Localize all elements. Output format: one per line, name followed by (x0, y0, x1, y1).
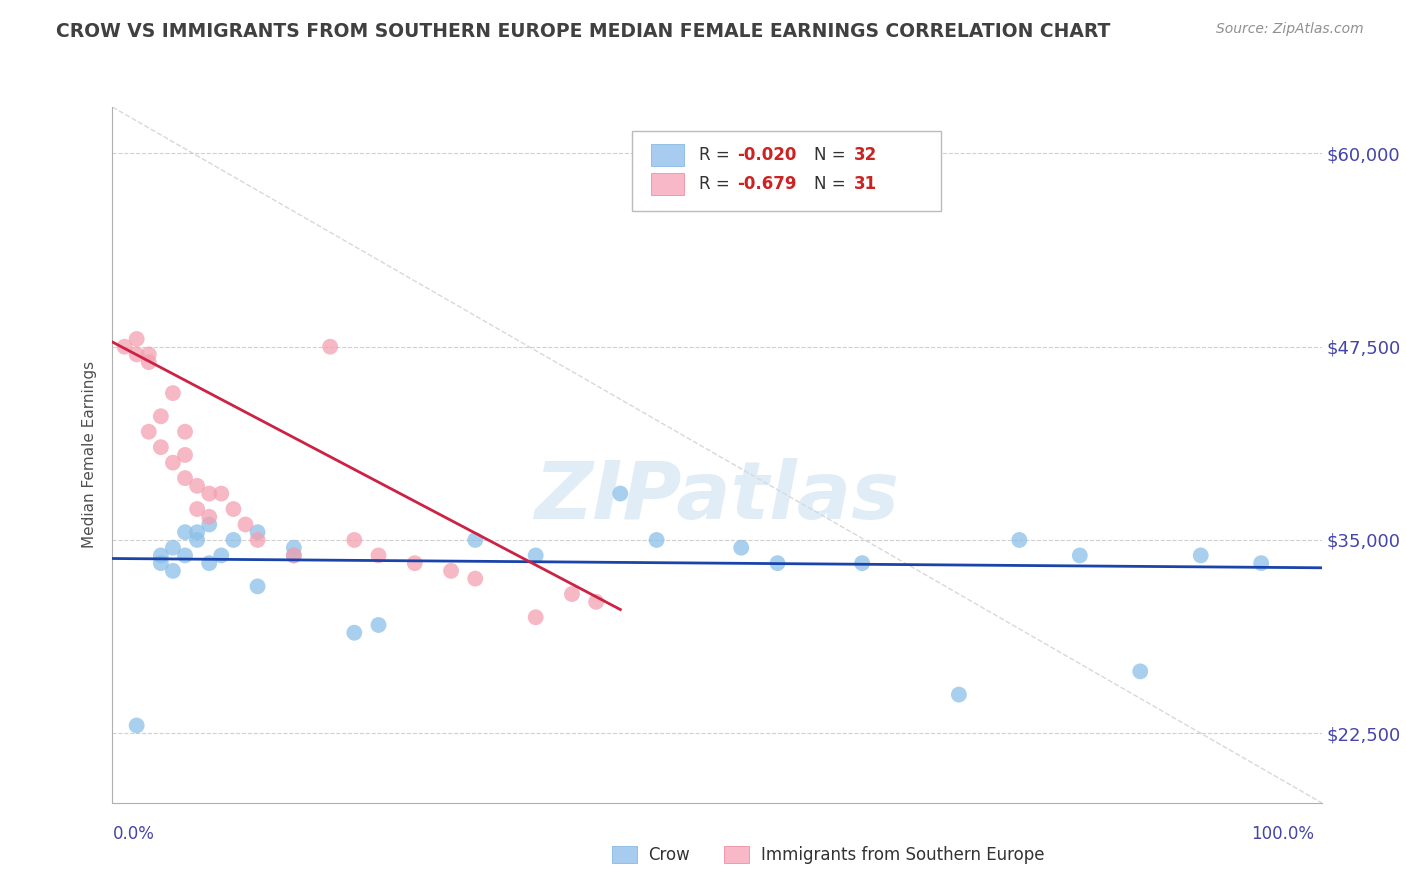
Point (114, 340, 136, 354)
Point (561, 587, 583, 601)
Point (174, 525, 197, 540)
Point (174, 425, 197, 439)
Point (367, 618, 389, 632)
Point (1069, 549, 1091, 563)
Text: -0.679: -0.679 (738, 175, 797, 194)
Point (149, 409, 172, 424)
Text: 32: 32 (853, 146, 877, 164)
Point (198, 509, 221, 524)
Point (174, 471, 197, 485)
Point (246, 579, 269, 593)
Point (162, 456, 184, 470)
FancyBboxPatch shape (651, 144, 685, 166)
Point (585, 595, 607, 609)
Text: N =: N = (814, 175, 851, 194)
FancyBboxPatch shape (651, 173, 685, 195)
FancyBboxPatch shape (633, 131, 941, 211)
Text: ZIPatlas: ZIPatlas (534, 458, 900, 536)
Point (609, 486, 631, 500)
Point (524, 549, 547, 563)
Point (125, 332, 148, 346)
Point (404, 556, 426, 570)
Point (1189, 549, 1212, 563)
Text: -0.020: -0.020 (738, 146, 797, 164)
Point (186, 479, 208, 493)
Text: Immigrants from Southern Europe: Immigrants from Southern Europe (761, 846, 1045, 863)
Point (138, 425, 160, 439)
Point (198, 517, 221, 532)
Point (766, 556, 789, 570)
Point (343, 533, 366, 547)
Text: 31: 31 (853, 175, 877, 194)
Point (319, 340, 342, 354)
Point (162, 386, 184, 401)
Point (246, 533, 269, 547)
Text: Source: ZipAtlas.com: Source: ZipAtlas.com (1216, 22, 1364, 37)
Text: R =: R = (699, 175, 735, 194)
Point (149, 549, 172, 563)
Point (283, 541, 305, 555)
Point (1250, 556, 1272, 570)
Point (367, 549, 389, 563)
Point (524, 610, 547, 624)
Point (730, 541, 752, 555)
Point (125, 718, 148, 732)
Point (209, 486, 232, 500)
Text: CROW VS IMMIGRANTS FROM SOUTHERN EUROPE MEDIAN FEMALE EARNINGS CORRELATION CHART: CROW VS IMMIGRANTS FROM SOUTHERN EUROPE … (56, 22, 1111, 41)
Point (186, 502, 208, 516)
Point (283, 549, 305, 563)
Point (186, 525, 208, 540)
Text: N =: N = (814, 146, 851, 164)
Point (343, 625, 366, 640)
Point (138, 347, 160, 361)
Point (222, 502, 245, 516)
Point (851, 556, 873, 570)
Text: R =: R = (699, 146, 735, 164)
Point (948, 688, 970, 702)
Point (209, 549, 232, 563)
Point (1008, 533, 1031, 547)
Point (464, 572, 486, 586)
Point (174, 549, 197, 563)
Point (464, 533, 486, 547)
Text: 0.0%: 0.0% (112, 825, 155, 843)
Point (283, 549, 305, 563)
Point (246, 525, 269, 540)
Point (125, 347, 148, 361)
Point (162, 541, 184, 555)
Y-axis label: Median Female Earnings: Median Female Earnings (82, 361, 97, 549)
Text: 100.0%: 100.0% (1251, 825, 1315, 843)
Point (174, 448, 197, 462)
Point (440, 564, 463, 578)
Point (198, 556, 221, 570)
Point (138, 355, 160, 369)
Point (198, 486, 221, 500)
Text: Crow: Crow (648, 846, 690, 863)
Point (235, 517, 257, 532)
Point (645, 533, 668, 547)
Point (186, 533, 208, 547)
Point (222, 533, 245, 547)
Point (162, 564, 184, 578)
Point (149, 556, 172, 570)
Point (149, 440, 172, 454)
Point (1129, 665, 1152, 679)
